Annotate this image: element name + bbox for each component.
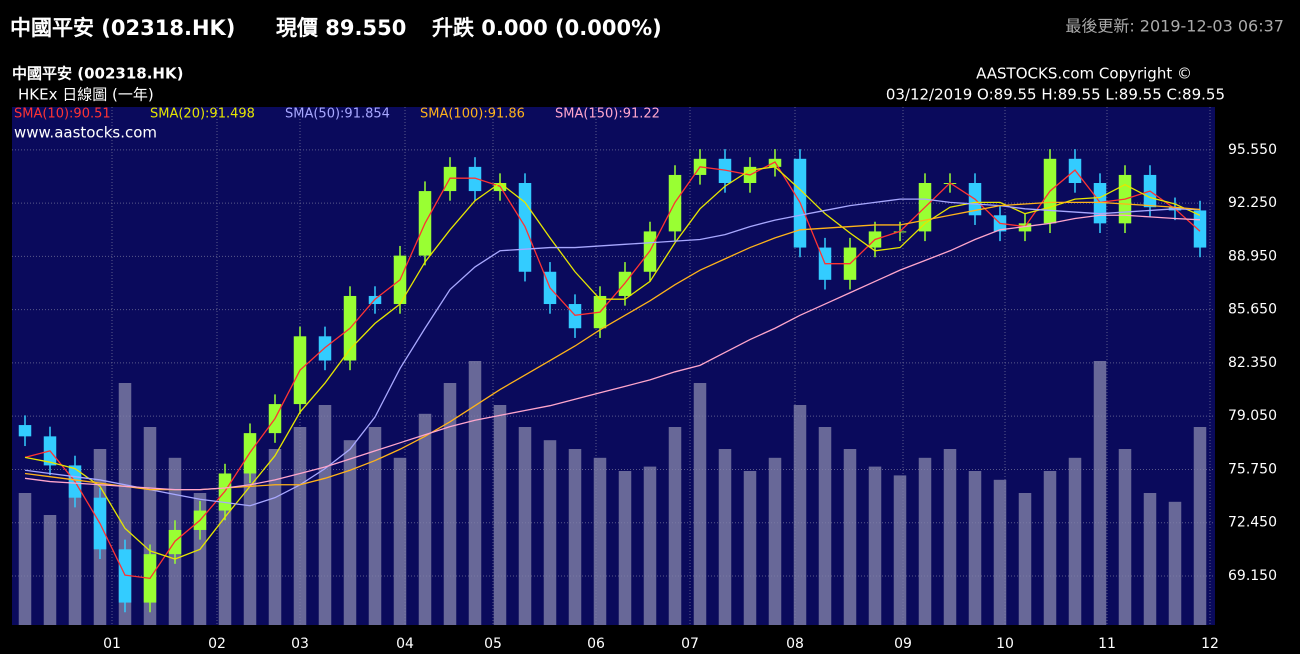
volume-bar (68, 471, 82, 625)
candle-body (1018, 223, 1032, 232)
volume-bar (543, 440, 557, 625)
volume-bar (918, 457, 932, 625)
y-tick-label: 95.550 (1228, 142, 1277, 158)
x-tick-label: 10 (996, 636, 1014, 652)
candle-body (118, 549, 132, 603)
subtitle: HKEx 日線圖 (一年) (18, 86, 154, 104)
sma-line (24, 166, 1201, 560)
volume-bar (893, 475, 907, 625)
legend-entry: SMA(50):91.854 (285, 107, 390, 122)
chart-title: 中國平安 (002318.HK) (12, 65, 183, 83)
sma-line (24, 161, 1201, 580)
candle-body (718, 158, 732, 184)
volume-bar (518, 427, 532, 625)
volume-bar (968, 471, 982, 625)
volume-bar (268, 449, 282, 625)
volume-bar (368, 427, 382, 625)
y-tick-label: 92.250 (1228, 195, 1277, 211)
volume-bar (568, 449, 582, 625)
y-tick-label: 82.350 (1228, 355, 1277, 371)
legend-entry: SMA(20):91.498 (150, 107, 255, 122)
volume-bar (493, 405, 507, 625)
volume-bar (343, 440, 357, 625)
volume-bar (993, 479, 1007, 625)
x-tick-label: 02 (208, 636, 226, 652)
copyright: AASTOCKS.com Copyright © (976, 65, 1192, 83)
volume-bar (693, 383, 707, 625)
volume-bar (793, 405, 807, 625)
volume-bar (743, 471, 757, 625)
volume-bar (818, 427, 832, 625)
y-tick-label: 69.150 (1228, 568, 1277, 584)
volume-bar (943, 449, 957, 625)
volume-bar (1093, 361, 1107, 625)
volume-bar (1168, 501, 1182, 625)
volume-bar (1193, 427, 1207, 625)
volume-bar (393, 457, 407, 625)
volume-bar (668, 427, 682, 625)
volume-bar (768, 457, 782, 625)
change: 升跌 0.000 (0.000%) (432, 16, 662, 40)
y-tick-label: 88.950 (1228, 248, 1277, 264)
x-tick-label: 09 (894, 636, 912, 652)
volume-bar (1143, 493, 1157, 625)
volume-bar (443, 383, 457, 625)
price: 現價 89.550 (276, 16, 406, 40)
volume-bar (593, 457, 607, 625)
volume-bar (18, 493, 32, 625)
candle-body (1193, 210, 1207, 248)
x-tick-label: 04 (396, 636, 414, 652)
volume-bar (618, 471, 632, 625)
candle-body (468, 166, 482, 192)
candle-body (18, 425, 32, 437)
x-tick-label: 12 (1201, 636, 1219, 652)
x-tick-label: 11 (1098, 636, 1116, 652)
volume-bar (843, 449, 857, 625)
stock-name: 中國平安 (02318.HK) (10, 16, 235, 40)
volume-bar (243, 471, 257, 625)
y-tick-label: 85.650 (1228, 302, 1277, 318)
volume-bar (718, 449, 732, 625)
y-tick-label: 79.050 (1228, 408, 1277, 424)
volume-bar (868, 466, 882, 625)
updated: 最後更新: 2019-12-03 06:37 (1065, 17, 1284, 36)
volume-bar (318, 405, 332, 625)
y-tick-label: 72.450 (1228, 515, 1277, 531)
x-tick-label: 07 (681, 636, 699, 652)
sma-line (24, 214, 1201, 491)
volume-bar (43, 515, 57, 625)
x-tick-label: 01 (103, 636, 121, 652)
y-tick-label: 75.750 (1228, 461, 1277, 477)
legend-entry: SMA(150):91.22 (555, 107, 660, 122)
volume-bar (1068, 457, 1082, 625)
volume-bar (1018, 493, 1032, 625)
x-tick-label: 05 (484, 636, 502, 652)
legend-entry: SMA(100):91.86 (420, 107, 525, 122)
sma-line (24, 198, 1201, 507)
volume-bar (1118, 449, 1132, 625)
volume-bar (293, 427, 307, 625)
x-tick-label: 08 (786, 636, 804, 652)
volume-bar (418, 413, 432, 625)
legend-entry: SMA(10):90.51 (14, 107, 111, 122)
website: www.aastocks.com (14, 124, 157, 142)
plot-area (12, 107, 1215, 625)
x-tick-label: 06 (587, 636, 605, 652)
volume-bar (643, 466, 657, 625)
volume-bar (1043, 471, 1057, 625)
volume-bar (468, 361, 482, 625)
x-tick-label: 03 (291, 636, 309, 652)
candle-body (568, 304, 582, 329)
quote: 03/12/2019 O:89.55 H:89.55 L:89.55 C:89.… (886, 86, 1225, 104)
volume-bar (218, 484, 232, 625)
